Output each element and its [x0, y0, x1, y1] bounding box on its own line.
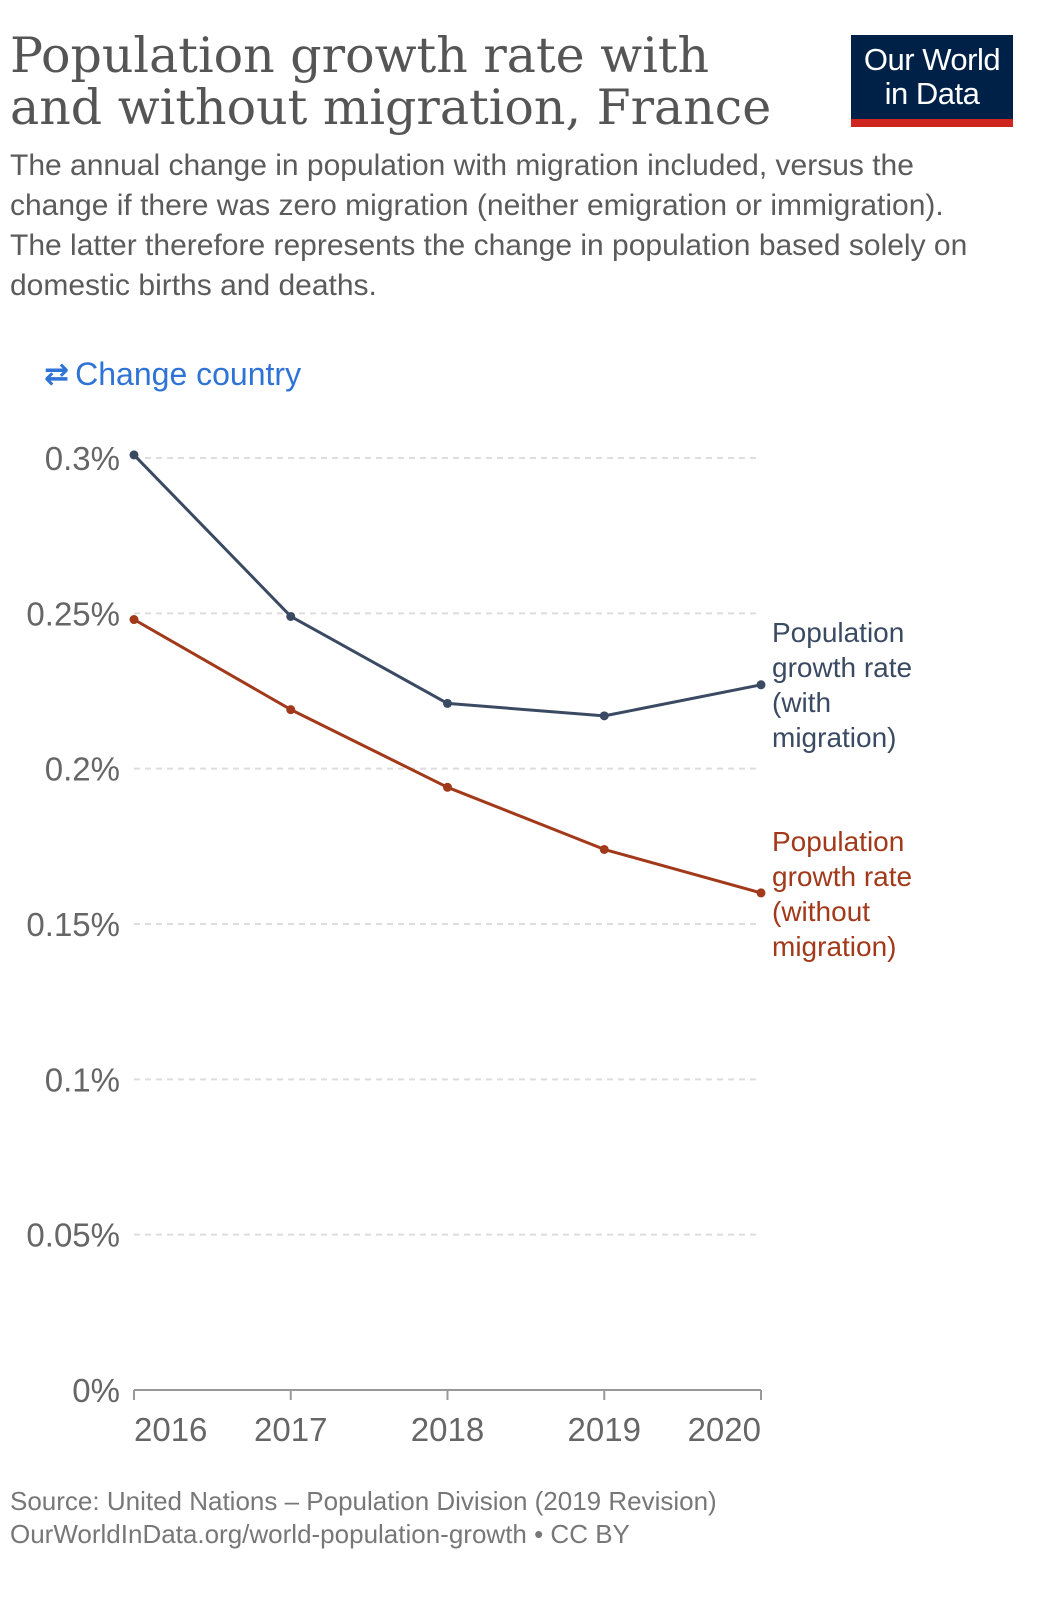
change-country-label: Change country — [75, 356, 302, 392]
y-tick-label: 0% — [72, 1372, 120, 1409]
series-label-line: Population — [772, 826, 904, 857]
data-point[interactable] — [443, 782, 452, 792]
data-point[interactable] — [756, 888, 766, 898]
series-label-line: growth rate — [772, 861, 912, 892]
series-label-line: Population — [772, 617, 904, 648]
data-point[interactable] — [443, 698, 452, 708]
x-tick-label: 2020 — [688, 1411, 761, 1448]
chart-subtitle: The annual change in population with mig… — [10, 149, 968, 302]
x-axis — [133, 1389, 762, 1400]
y-tick-label: 0.05% — [26, 1217, 120, 1254]
logo-line-2: in Data — [884, 76, 980, 111]
data-point[interactable] — [599, 711, 609, 721]
data-point[interactable] — [129, 450, 139, 460]
x-axis-tick-labels: 2016 2017 2018 2019 2020 — [134, 1411, 761, 1448]
series-labels: Population growth rate (with migration)Popu… — [772, 617, 912, 962]
series-label-line: migration) — [772, 931, 896, 962]
series-label-1[interactable]: Population growth rate (without migration) — [772, 826, 912, 962]
y-axis-tick-labels: 0% 0.05% 0.1% 0.15% 0.2% 0.25% 0.3% — [26, 440, 120, 1409]
owid-logo[interactable]: Our World in Data — [851, 35, 1013, 127]
chart-title: Population growth rate with and without … — [10, 27, 772, 136]
url-license-text: OurWorldInData.org/world-population-grow… — [10, 1519, 630, 1549]
x-tick-label: 2017 — [254, 1411, 327, 1448]
y-tick-label: 0.3% — [45, 440, 120, 477]
y-tick-label: 0.2% — [45, 751, 120, 788]
series-label-line: migration) — [772, 722, 896, 753]
swap-arrows-icon: ⇄ — [44, 358, 70, 391]
series-label-line: growth rate — [772, 652, 912, 683]
series-line-1[interactable] — [133, 618, 762, 895]
data-point[interactable] — [599, 844, 609, 854]
x-tick-label: 2019 — [568, 1411, 641, 1448]
logo-line-1: Our World — [863, 42, 1001, 77]
y-tick-label: 0.25% — [26, 595, 120, 632]
change-country-button[interactable]: ⇄ Change country — [44, 356, 301, 393]
x-tick-label: 2018 — [411, 1411, 484, 1448]
y-tick-label: 0.15% — [26, 906, 120, 943]
source-text: Source: United Nations – Population Divi… — [10, 1486, 717, 1516]
x-tick-label: 2016 — [134, 1411, 207, 1448]
series-line-0[interactable] — [132, 453, 762, 718]
series-label-line: (with — [772, 687, 831, 718]
data-point[interactable] — [756, 680, 766, 690]
data-point[interactable] — [129, 615, 139, 625]
data-point[interactable] — [286, 705, 296, 715]
gridlines — [134, 457, 761, 1236]
series-label-0[interactable]: Population growth rate (with migration) — [772, 617, 912, 753]
series-label-line: (without — [772, 896, 870, 927]
data-point[interactable] — [286, 611, 296, 621]
footer: Source: United Nations – Population Divi… — [10, 1485, 717, 1551]
series-lines — [129, 450, 766, 898]
y-tick-label: 0.1% — [45, 1061, 120, 1098]
